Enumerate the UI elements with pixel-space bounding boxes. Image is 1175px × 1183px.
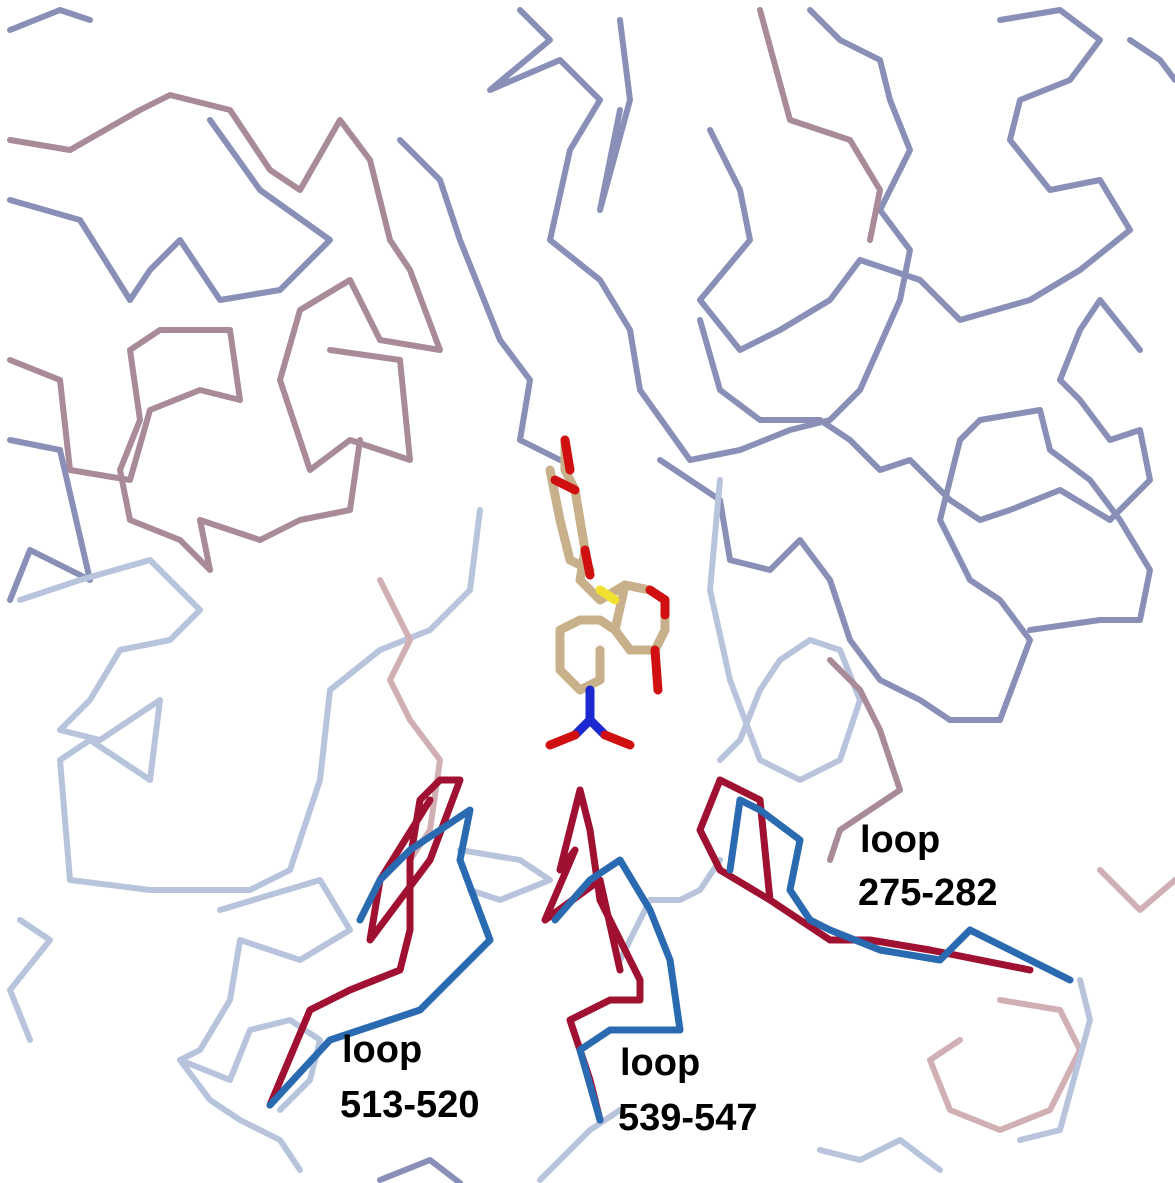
label-line: 539-547: [618, 1097, 757, 1139]
loop-labels: loop 275-282 loop 513-520 loop 539-547: [340, 819, 997, 1139]
label-line: loop: [860, 819, 940, 861]
ligand: [550, 440, 665, 745]
label-line: loop: [620, 1042, 700, 1084]
label-line: 275-282: [858, 872, 997, 914]
structure-image: loop 275-282 loop 513-520 loop 539-547: [0, 0, 1175, 1183]
label-line: loop: [342, 1029, 422, 1071]
label-line: 513-520: [340, 1084, 479, 1126]
